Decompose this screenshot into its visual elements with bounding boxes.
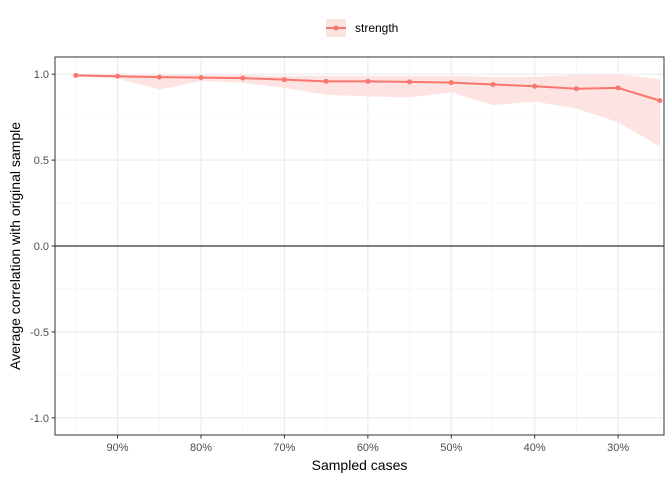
series-layer [73, 72, 663, 104]
x-axis-title: Sampled cases [312, 457, 408, 473]
data-point [615, 85, 621, 91]
data-point [198, 75, 204, 81]
x-tick-label: 80% [190, 442, 212, 454]
x-tick-label: 90% [107, 442, 129, 454]
x-tick-label: 40% [524, 442, 546, 454]
y-tick-label: 0.5 [34, 155, 49, 167]
x-tick-label: 60% [357, 442, 379, 454]
data-point [281, 77, 287, 83]
y-tick-label: 0.0 [34, 241, 49, 253]
x-tick-label: 70% [273, 442, 295, 454]
y-tick-label: -1.0 [30, 413, 49, 425]
data-point [657, 98, 663, 104]
data-point [532, 83, 538, 89]
x-tick-label: 30% [607, 442, 629, 454]
data-point [448, 80, 454, 86]
data-point [490, 81, 496, 87]
data-point [573, 86, 579, 92]
data-point [365, 78, 371, 84]
legend: strength [326, 19, 398, 37]
legend-key-point [333, 25, 339, 31]
x-tick-label: 50% [440, 442, 462, 454]
y-axis-title: Average correlation with original sample [7, 122, 23, 370]
y-tick-label: 1.0 [34, 69, 49, 81]
legend-label: strength [355, 21, 398, 35]
data-point [323, 78, 329, 84]
y-tick-label: -0.5 [30, 327, 49, 339]
data-point [73, 72, 79, 78]
confidence-band [75, 74, 660, 147]
data-point [240, 75, 246, 81]
x-axis: 90% 80% 70% 60% 50% 40% 30% [107, 435, 629, 454]
y-axis: 1.0 0.5 0.0 -0.5 -1.0 [30, 69, 55, 425]
data-point [115, 73, 121, 79]
confidence-band-layer [75, 74, 660, 147]
data-point [156, 74, 162, 80]
data-point [407, 79, 413, 85]
